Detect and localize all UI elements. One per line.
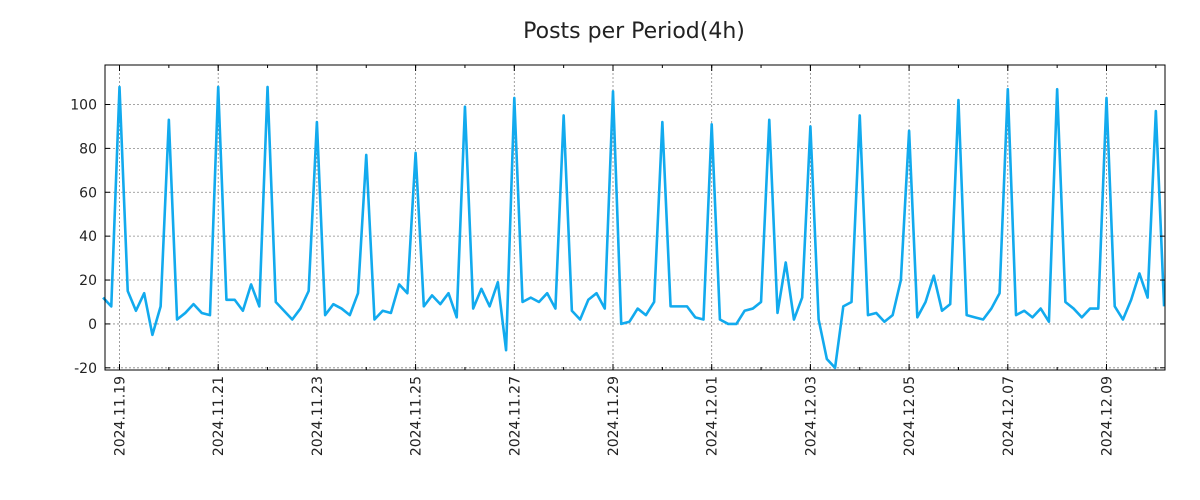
x-tick-label: 2024.12.01 — [705, 376, 721, 456]
x-tick-label: 2024.11.25 — [409, 376, 425, 456]
x-tick-label: 2024.11.29 — [606, 376, 622, 456]
y-tick-label: 20 — [79, 273, 97, 289]
y-tick-labels: -20 0 20 40 60 80 100 — [70, 97, 97, 376]
x-tick-label: 2024.11.27 — [507, 376, 523, 456]
x-tick-label: 2024.12.05 — [902, 376, 918, 456]
x-tick-label: 2024.12.03 — [803, 376, 819, 456]
plot-area-frame — [104, 64, 1166, 371]
y-tick-label: 60 — [79, 185, 97, 201]
x-tick-label: 2024.11.19 — [113, 376, 129, 456]
x-tick-label: 2024.11.21 — [211, 376, 227, 456]
series-layer — [102, 85, 1166, 370]
x-tick-labels: 2024.11.19 2024.11.21 2024.11.23 2024.11.25… — [113, 376, 1116, 456]
y-tick-label: 80 — [79, 141, 97, 157]
y-tick-label: -20 — [74, 361, 97, 377]
series-line-posts — [102, 85, 1166, 370]
chart-title: Posts per Period(4h) — [523, 19, 745, 44]
grid-layer — [105, 65, 1165, 370]
y-tick-label: 40 — [79, 229, 97, 245]
x-tick-label: 2024.12.07 — [1001, 376, 1017, 456]
y-tick-label: 0 — [88, 317, 97, 333]
x-tick-label: 2024.12.09 — [1100, 376, 1116, 456]
ticks-layer — [105, 65, 1165, 370]
x-tick-label: 2024.11.23 — [310, 376, 326, 456]
y-tick-label: 100 — [70, 97, 97, 113]
